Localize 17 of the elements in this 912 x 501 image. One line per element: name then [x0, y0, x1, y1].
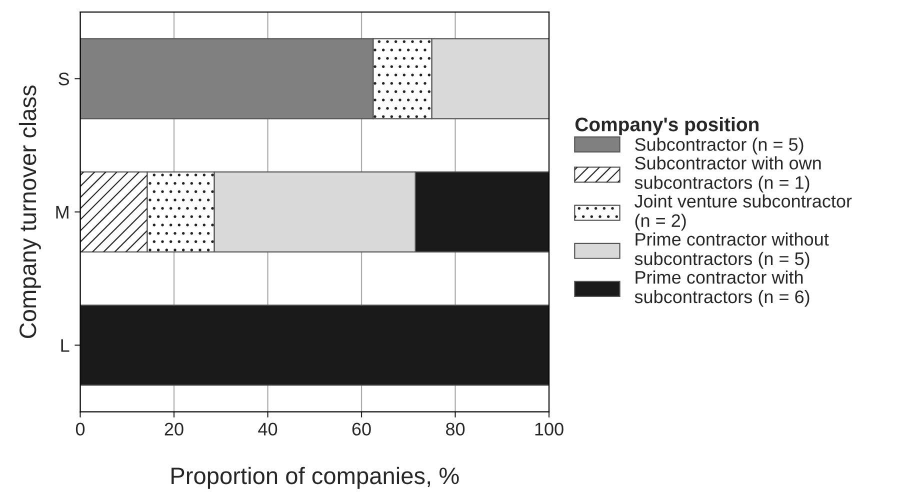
y-tick-label: M — [56, 206, 68, 218]
x-tick-label: 80 — [446, 422, 465, 436]
legend-label: Subcontractor (n = 5) — [635, 138, 804, 154]
x-tick-label: 60 — [352, 422, 371, 436]
y-axis-title: Company turnover class — [18, 85, 41, 338]
legend-label: Prime contractor with subcontractors (n = 6) — [634, 270, 810, 307]
y-tick-label: S — [58, 72, 70, 86]
x-axis-title: Proportion of companies, % — [172, 466, 459, 489]
legend-label: Subcontractor with own subcontractors (n = 1) — [634, 156, 821, 193]
legend-title: Company's position — [575, 117, 758, 136]
x-tick-label: 100 — [535, 422, 564, 436]
x-tick-label: 0 — [76, 422, 85, 436]
x-tick-label: 40 — [258, 422, 278, 436]
legend-label: Joint venture subcontractor (n = 2) — [634, 194, 852, 231]
x-tick-label: 20 — [164, 422, 184, 436]
y-tick-label: L — [61, 339, 70, 352]
legend-label: Prime contractor without subcontractors (n = 5) — [634, 232, 829, 269]
